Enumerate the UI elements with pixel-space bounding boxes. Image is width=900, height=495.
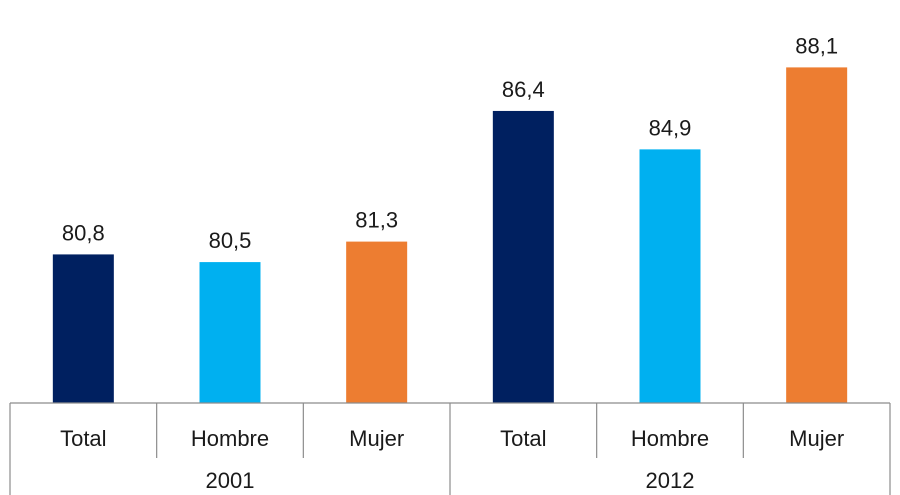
group-label-2012: 2012 — [646, 468, 695, 493]
value-label-2001-hombre: 80,5 — [209, 228, 252, 253]
category-label-2012-total: Total — [500, 426, 546, 451]
bar-2012-mujer — [786, 67, 848, 403]
bar-2012-total — [492, 110, 554, 404]
value-label-2012-mujer: 88,1 — [795, 33, 838, 58]
value-labels-layer: 80,8 80,5 81,3 86,4 84,9 88,1 — [62, 33, 838, 253]
category-label-2001-hombre: Hombre — [191, 426, 269, 451]
value-label-2012-hombre: 84,9 — [649, 115, 692, 140]
value-label-2001-mujer: 81,3 — [355, 208, 398, 233]
category-label-2012-hombre: Hombre — [631, 426, 709, 451]
category-axis: Total Hombre Mujer Total Hombre Mujer 2001 2012 — [9, 402, 891, 495]
group-label-2001: 2001 — [206, 468, 255, 493]
bar-2001-mujer — [346, 241, 408, 403]
bar-2001-hombre — [199, 262, 261, 403]
bar-2012-hombre — [639, 149, 701, 403]
category-label-2001-mujer: Mujer — [349, 426, 404, 451]
bars-layer — [52, 67, 848, 404]
bar-2001-total — [52, 254, 114, 403]
value-label-2012-total: 86,4 — [502, 77, 545, 102]
value-label-2001-total: 80,8 — [62, 220, 105, 245]
category-label-2012-mujer: Mujer — [789, 426, 844, 451]
category-label-2001-total: Total — [60, 426, 106, 451]
